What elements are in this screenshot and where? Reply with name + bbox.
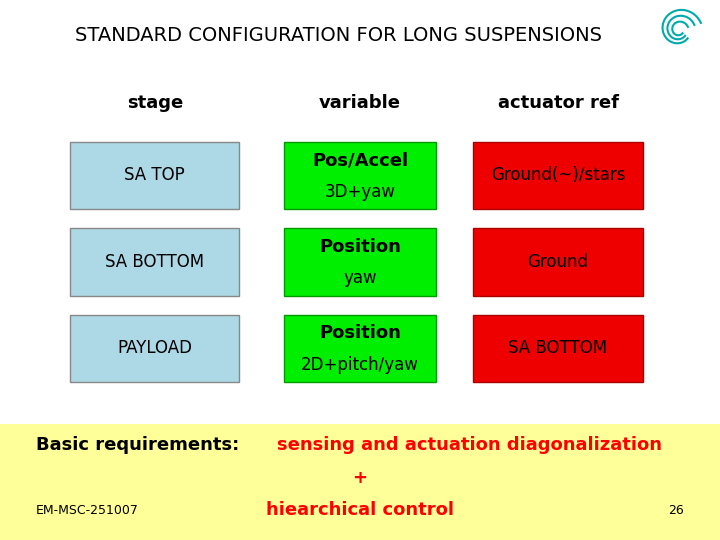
Text: Pos/Accel: Pos/Accel <box>312 151 408 170</box>
Text: actuator ref: actuator ref <box>498 93 618 112</box>
FancyBboxPatch shape <box>284 141 436 209</box>
FancyBboxPatch shape <box>474 314 643 382</box>
Text: hiearchical control: hiearchical control <box>266 501 454 519</box>
Text: EM-MSC-251007: EM-MSC-251007 <box>36 504 139 517</box>
Text: SA BOTTOM: SA BOTTOM <box>508 339 608 357</box>
Text: +: + <box>353 469 367 487</box>
FancyBboxPatch shape <box>284 228 436 296</box>
FancyBboxPatch shape <box>71 314 239 382</box>
FancyBboxPatch shape <box>0 424 720 540</box>
FancyBboxPatch shape <box>284 314 436 382</box>
FancyBboxPatch shape <box>71 228 239 296</box>
FancyBboxPatch shape <box>474 141 643 209</box>
Text: Position: Position <box>319 238 401 256</box>
Text: yaw: yaw <box>343 269 377 287</box>
Text: 3D+yaw: 3D+yaw <box>325 183 395 201</box>
Text: SA BOTTOM: SA BOTTOM <box>105 253 204 271</box>
Text: Position: Position <box>319 324 401 342</box>
Text: Basic requirements:: Basic requirements: <box>36 436 239 455</box>
Text: 26: 26 <box>668 504 684 517</box>
Text: stage: stage <box>127 93 183 112</box>
Text: sensing and actuation diagonalization: sensing and actuation diagonalization <box>277 436 662 455</box>
Text: Ground: Ground <box>528 253 588 271</box>
FancyBboxPatch shape <box>474 228 643 296</box>
Text: 2D+pitch/yaw: 2D+pitch/yaw <box>301 355 419 374</box>
Text: STANDARD CONFIGURATION FOR LONG SUSPENSIONS: STANDARD CONFIGURATION FOR LONG SUSPENSI… <box>75 25 602 45</box>
Text: variable: variable <box>319 93 401 112</box>
Text: PAYLOAD: PAYLOAD <box>117 339 192 357</box>
Text: Ground(~)/stars: Ground(~)/stars <box>491 166 625 185</box>
Text: SA TOP: SA TOP <box>125 166 185 185</box>
FancyBboxPatch shape <box>71 141 239 209</box>
